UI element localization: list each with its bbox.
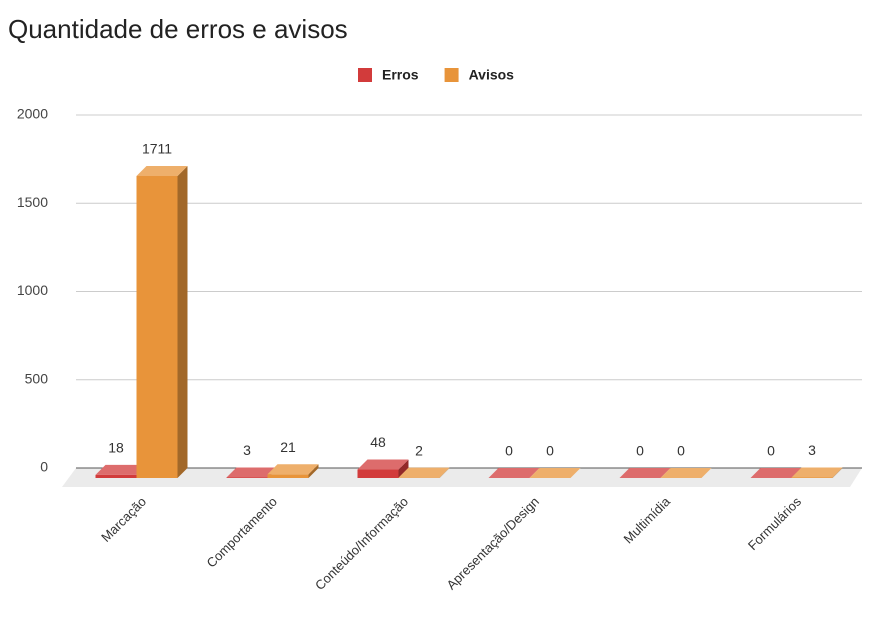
bar-top <box>136 166 188 177</box>
bar <box>357 469 399 478</box>
bar-top <box>660 468 712 478</box>
value-label: 48 <box>370 434 386 450</box>
value-label: 18 <box>108 440 124 456</box>
bar-top <box>791 467 843 478</box>
x-tick-label: Formulários <box>745 494 804 553</box>
value-label: 3 <box>808 442 816 458</box>
value-label: 2 <box>415 442 423 458</box>
y-tick-label: 2000 <box>17 106 48 122</box>
bar-top <box>398 467 450 478</box>
bar-top <box>488 468 540 478</box>
bar-top <box>529 468 581 478</box>
value-label: 0 <box>636 443 644 459</box>
bar <box>136 176 178 479</box>
bar <box>226 477 268 478</box>
x-tick-label: Apresentação/Design <box>444 494 543 593</box>
bar-side <box>398 459 409 478</box>
bar-side <box>832 467 843 478</box>
bar-side <box>177 166 188 479</box>
y-tick-label: 1000 <box>17 282 48 298</box>
value-label: 3 <box>243 442 251 458</box>
bar-top <box>95 464 147 475</box>
chart-title: Quantidade de erros e avisos <box>8 14 348 44</box>
bar-top <box>267 464 319 475</box>
legend-swatch <box>358 68 372 82</box>
value-label: 21 <box>280 439 296 455</box>
y-tick-label: 0 <box>40 459 48 475</box>
bar-side <box>439 467 450 478</box>
legend-label: Erros <box>382 67 419 83</box>
value-label: 0 <box>677 443 685 459</box>
bar-top <box>619 468 671 478</box>
y-tick-label: 1500 <box>17 194 48 210</box>
x-tick-label: Comportamento <box>204 494 281 571</box>
value-label: 0 <box>505 443 513 459</box>
bar <box>791 477 833 478</box>
value-label: 1711 <box>142 141 172 157</box>
value-label: 0 <box>767 443 775 459</box>
bar-top <box>226 467 278 478</box>
x-tick-label: Conteúdo/Informação <box>312 494 411 593</box>
x-tick-label: Multimídia <box>621 493 674 546</box>
bar-top <box>750 468 802 478</box>
bar-side <box>308 464 319 478</box>
value-label: 0 <box>546 443 554 459</box>
bar <box>267 474 309 478</box>
y-tick-label: 500 <box>25 370 49 386</box>
bar <box>95 474 137 478</box>
x-tick-label: Marcação <box>98 494 149 545</box>
bar-top <box>357 459 409 470</box>
legend-swatch <box>444 68 459 82</box>
legend-label: Avisos <box>469 67 515 83</box>
